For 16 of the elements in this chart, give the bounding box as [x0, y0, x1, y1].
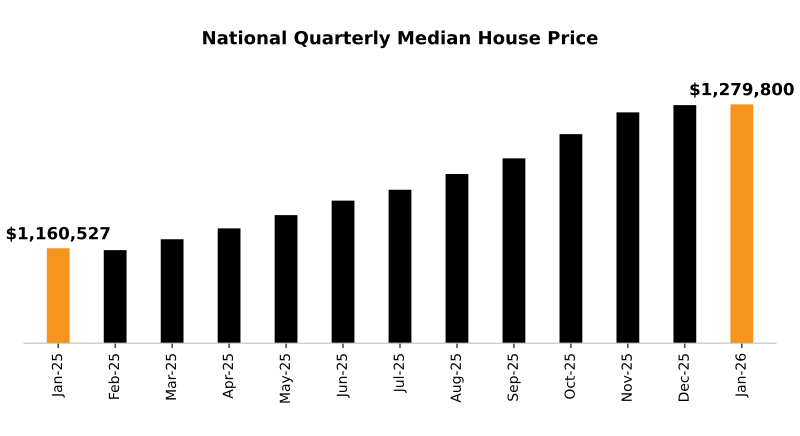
data-label: $1,279,800 [690, 82, 794, 98]
x-tick-label: Dec-25 [678, 354, 689, 402]
x-tick-label: Feb-25 [108, 354, 120, 399]
x-tick-label: Nov-25 [621, 354, 632, 401]
x-tick-label: Apr-25 [222, 354, 236, 399]
x-tick-label: Aug-25 [450, 354, 464, 403]
x-tick-label: Oct-25 [564, 354, 575, 399]
x-tick-label: Jan-26 [735, 354, 748, 398]
x-tick-label: May-25 [280, 354, 293, 403]
chart-title: National Quarterly Median House Price [203, 30, 598, 48]
data-label: $1,160,527 [6, 226, 110, 242]
x-tick-label: Sep-25 [507, 354, 521, 401]
x-tick-label: Jul-25 [393, 354, 407, 394]
x-tick-label: Mar-25 [166, 354, 176, 400]
x-tick-label: Jun-25 [336, 354, 350, 398]
x-tick-label: Jan-25 [52, 354, 65, 398]
